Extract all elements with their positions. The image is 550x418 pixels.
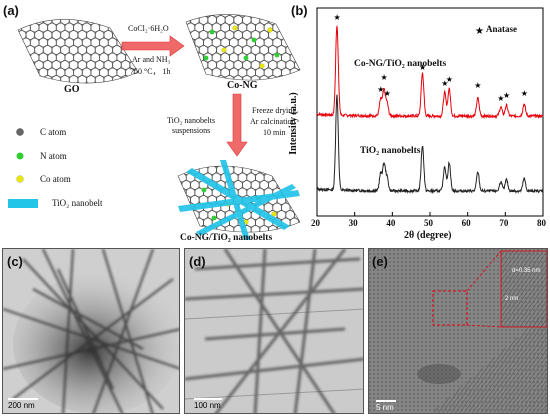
hrtem-inset bbox=[500, 250, 547, 328]
xrd-xtick-label: 50 bbox=[424, 218, 433, 228]
xrd-xtick-label: 40 bbox=[386, 218, 396, 228]
anatase-peak-star: ★ bbox=[521, 89, 528, 98]
step2-right-line1: Freeze drying bbox=[252, 106, 297, 115]
xrd-xtick-label: 70 bbox=[499, 218, 509, 228]
go-label: GO bbox=[64, 84, 80, 95]
step2-right-line2: Ar calcination bbox=[250, 117, 296, 126]
xrd-ylabel: Intensity (a.u.) bbox=[287, 92, 299, 155]
panel-c-label: (c) bbox=[7, 254, 23, 269]
anatase-peak-star: ★ bbox=[474, 81, 481, 90]
anatase-peak-star: ★ bbox=[497, 94, 504, 103]
step1-condition-gas: Ar and NH₃ bbox=[132, 55, 171, 64]
step2-right-line3: 10 min bbox=[263, 128, 286, 137]
inset-scale-text: 2 nm bbox=[505, 296, 519, 302]
scalebar-e-text: 5 nm bbox=[376, 403, 394, 412]
go-sheet bbox=[17, 19, 139, 84]
step1-condition-temp: 750 °C， 1h bbox=[130, 67, 171, 76]
anatase-peak-star: ★ bbox=[419, 63, 426, 72]
scalebar-d-text: 100 nm bbox=[194, 401, 221, 410]
panel-d-label: (d) bbox=[189, 254, 206, 269]
legend-co-atom-icon bbox=[16, 175, 24, 183]
panel-e-label: (e) bbox=[372, 254, 388, 269]
panel-a-label: (a) bbox=[3, 3, 19, 18]
product-label: Co-NG/TiO₂ nanobelts bbox=[180, 233, 273, 243]
anatase-peak-star: ★ bbox=[384, 89, 391, 98]
legend-nanobelt-label: TiO₂ nanobelt bbox=[52, 198, 103, 208]
xrd-xtick-label: 20 bbox=[311, 218, 320, 228]
xrd-legend-star: ★ bbox=[475, 26, 484, 37]
anatase-peak-star: ★ bbox=[377, 85, 384, 94]
xrd-xtick-label: 80 bbox=[537, 218, 546, 228]
cong-sheet bbox=[185, 14, 301, 81]
xrd-series-top-label: Co-NG/TiO₂ nanobelts bbox=[354, 59, 447, 69]
panel-b-label: (b) bbox=[291, 3, 308, 18]
xrd-series-bottom-label: TiO₂ nanobelts bbox=[360, 146, 421, 156]
step2-left-line1: TiO₂ nanobelts bbox=[167, 116, 216, 125]
arrow-step2 bbox=[226, 93, 248, 157]
tio2-nanobelts-product bbox=[178, 160, 300, 240]
panel-a-schematic bbox=[8, 14, 301, 240]
legend-co-label: Co atom bbox=[40, 174, 71, 184]
anatase-peak-star: ★ bbox=[334, 13, 341, 22]
legend-n-label: N atom bbox=[40, 151, 67, 161]
anatase-peak-star: ★ bbox=[446, 75, 453, 84]
legend-c-label: C atom bbox=[40, 127, 67, 137]
anatase-peak-star: ★ bbox=[441, 79, 448, 88]
legend-n-atom-icon bbox=[16, 152, 24, 160]
xrd-xtick-label: 30 bbox=[348, 218, 358, 228]
xrd-legend-text: Anatase bbox=[486, 24, 517, 34]
cong-dopants bbox=[203, 25, 280, 69]
xrd-xlabel: 2θ (degree) bbox=[404, 230, 452, 241]
anatase-peak-star: ★ bbox=[503, 91, 510, 100]
tem-c-texture bbox=[3, 249, 179, 413]
xrd-chart: ★★★★★★★★★★ ★ ★ bbox=[316, 7, 544, 217]
step1-reagent: CoCl₂·6H₂O bbox=[128, 24, 169, 33]
legend-nanobelt-icon bbox=[8, 199, 38, 208]
hrtem-e-texture bbox=[369, 249, 547, 413]
scalebar-c-text: 200 nm bbox=[8, 401, 35, 410]
tem-image-c bbox=[2, 248, 180, 414]
scalebar-d bbox=[194, 398, 222, 400]
xrd-series-top-line bbox=[316, 25, 544, 120]
legend-c-atom-icon bbox=[16, 128, 24, 136]
xrd-xtick-label: 60 bbox=[461, 218, 471, 228]
scalebar-e bbox=[376, 400, 396, 402]
d-spacing-text: d=0.35 nm bbox=[512, 268, 541, 274]
tem-image-d bbox=[184, 248, 364, 414]
cong-label: Co-NG bbox=[227, 80, 258, 91]
scalebar-c bbox=[8, 398, 38, 400]
arrow-step1 bbox=[121, 35, 185, 57]
anatase-peak-star: ★ bbox=[381, 73, 388, 82]
xrd-series-bottom-line bbox=[316, 94, 544, 195]
hrtem-selection-box bbox=[432, 290, 468, 326]
hrtem-image-e bbox=[368, 248, 548, 414]
tem-d-texture bbox=[185, 249, 363, 413]
step2-left-line2: suspensions bbox=[172, 126, 211, 135]
